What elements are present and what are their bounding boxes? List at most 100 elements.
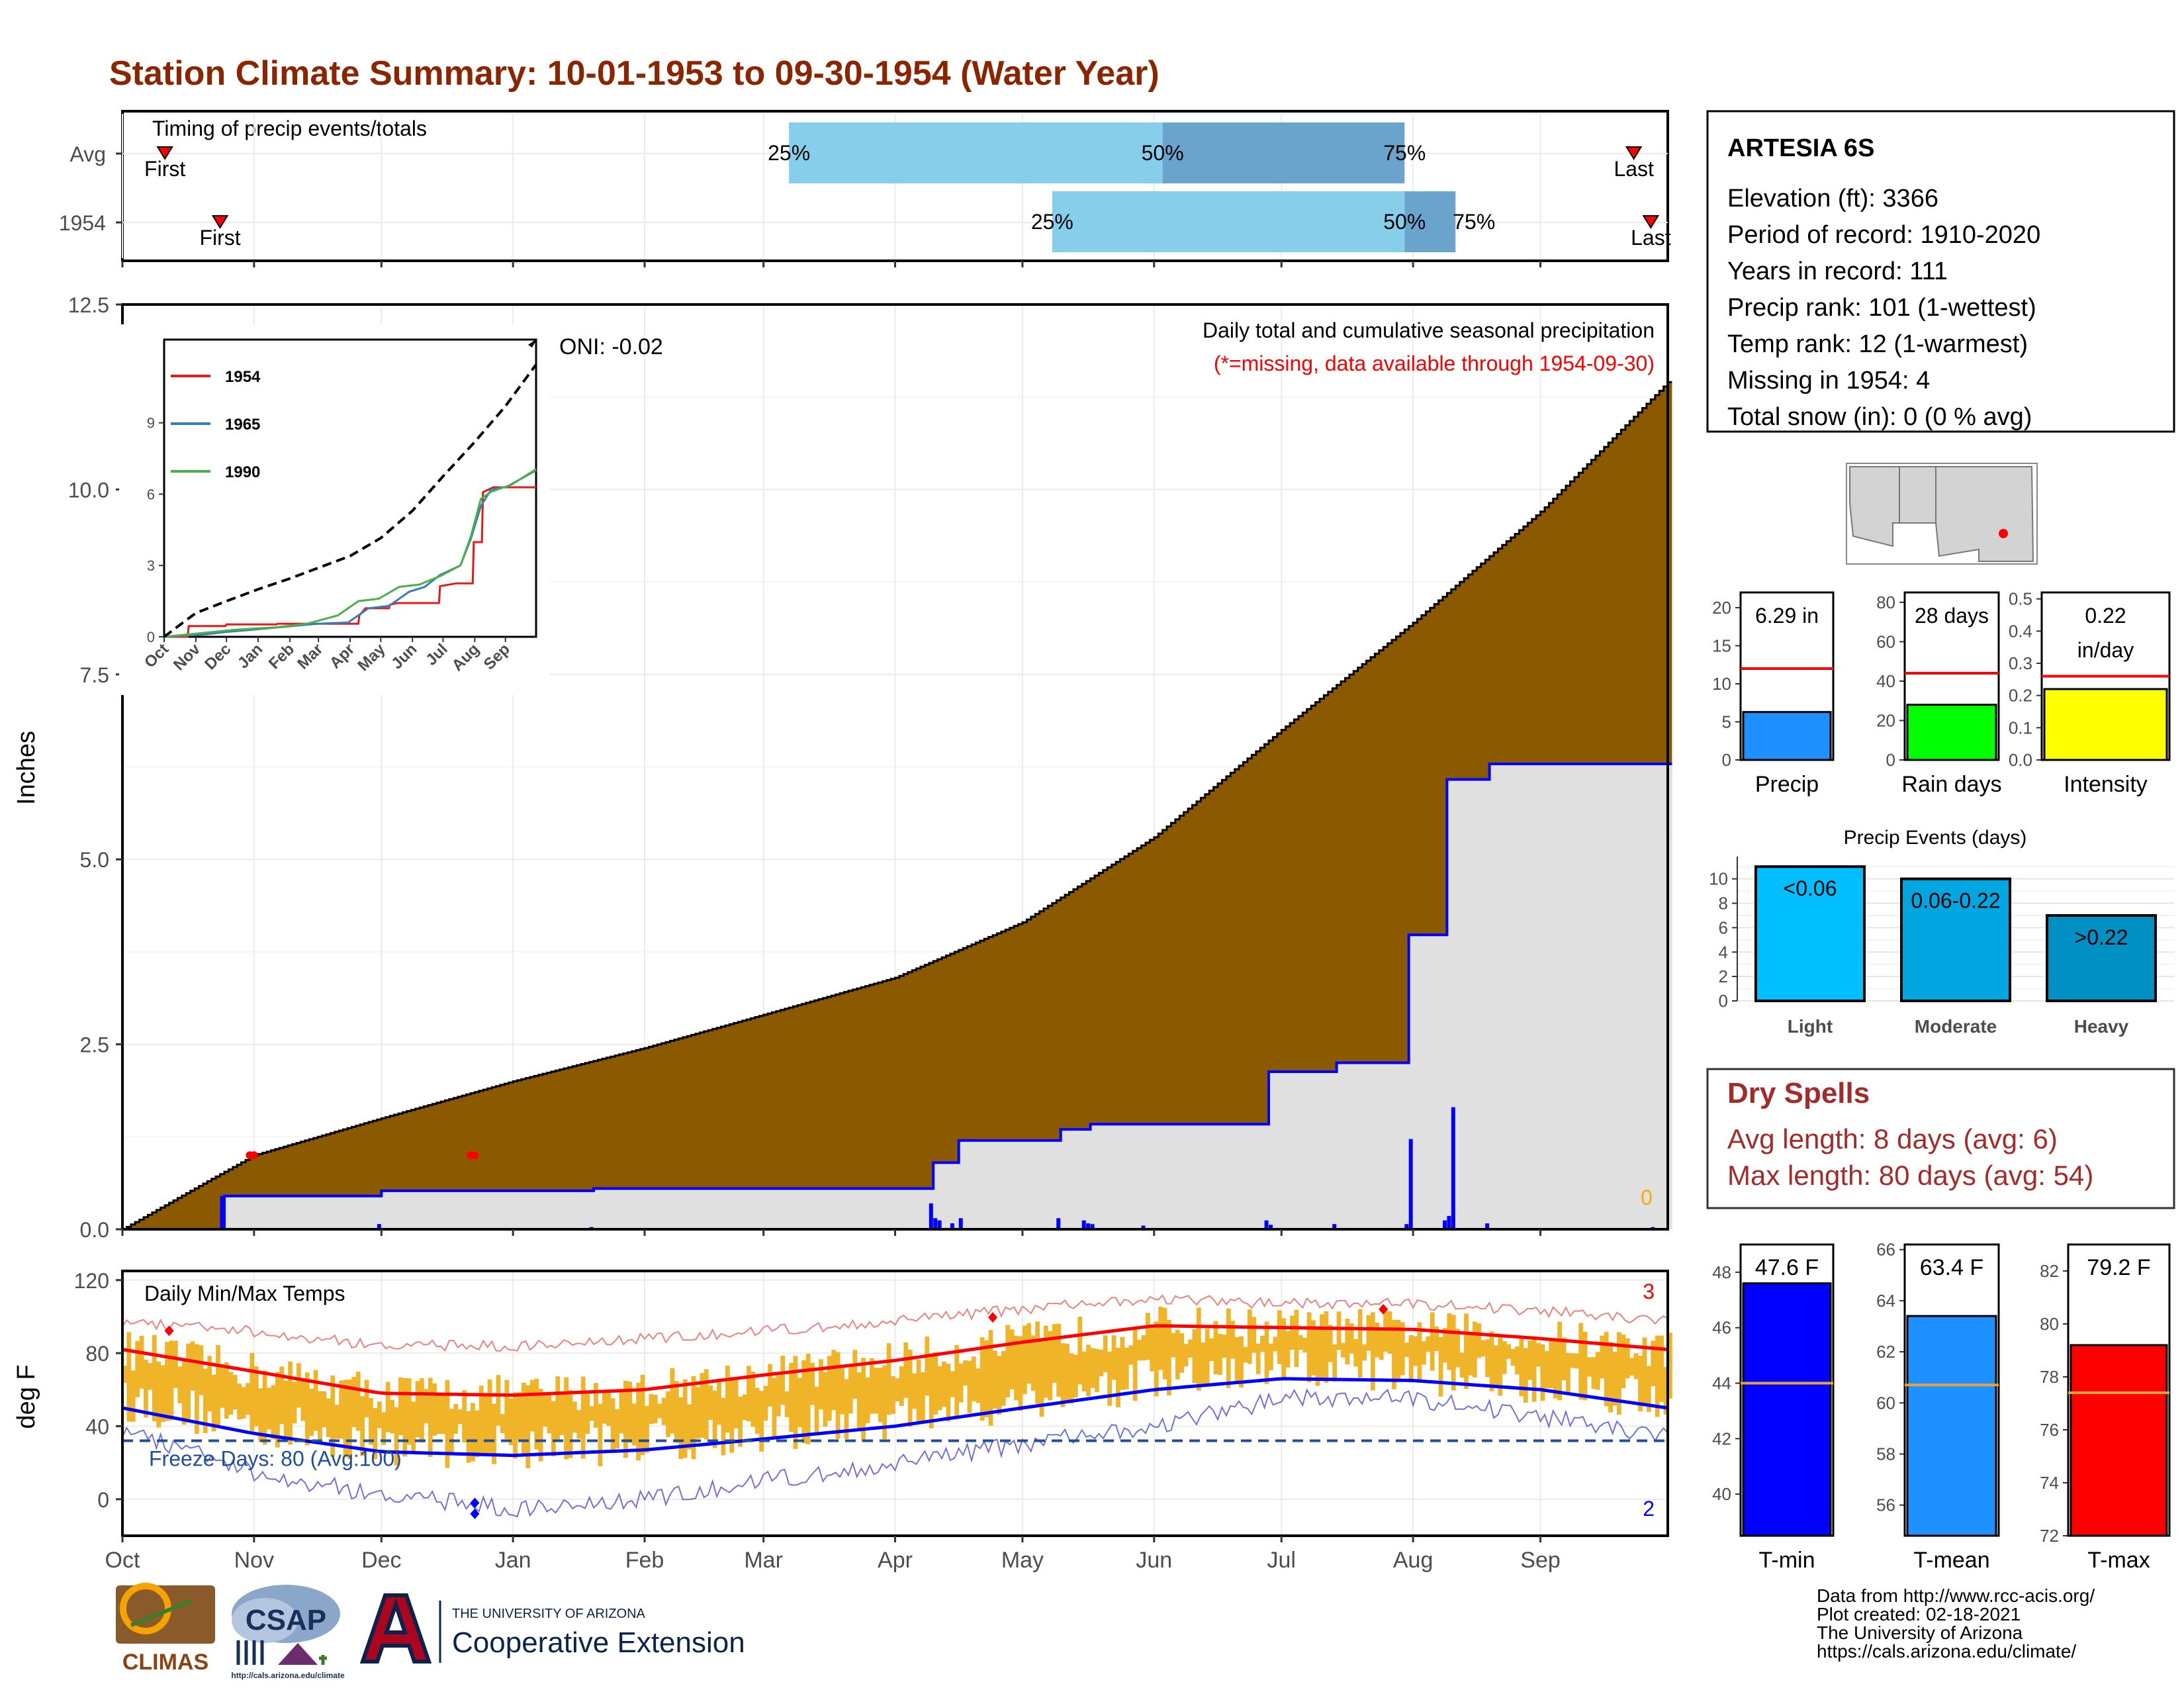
daily-temp-bar [1302,1337,1308,1352]
footer-line4: https://cals.arizona.edu/climate/ [1817,1641,2076,1662]
daily-temp-bar [1570,1353,1575,1368]
events-bar-label: >0.22 [2075,925,2128,949]
csap-logo-text: CSAP [246,1604,326,1636]
daily-precip-bar [1264,1220,1269,1229]
daily-temp-bar [751,1372,756,1427]
daily-temp-bar [946,1364,951,1422]
daily-temp-bar [232,1374,238,1410]
timing-first-marker [156,146,173,160]
daily-temp-bar [211,1374,216,1432]
daily-temp-bar [1290,1315,1295,1350]
daily-temp-bar [1209,1338,1214,1362]
daily-temp-bar [768,1364,772,1407]
inset-y-tick-label: 3 [147,557,155,574]
daily-temp-bar [682,1379,688,1458]
daily-temp-bar [351,1376,357,1427]
station-precip-rank: Precip rank: 101 (1-wettest) [1727,294,2036,322]
daily-precip-bar [1086,1223,1091,1229]
events-y-tick-label: 10 [1709,869,1728,889]
daily-temp-bar [1362,1344,1367,1361]
precip-y-tick-label: 7.5 [80,663,109,687]
daily-temp-bar [148,1363,153,1390]
temp-summary-category-label: T-max [2087,1548,2150,1573]
daily-temp-bar [1421,1341,1426,1365]
inset-legend-label: 1990 [225,463,260,481]
record-low-marker [470,1497,480,1509]
daily-temp-bar [415,1381,420,1438]
daily-temp-bar [657,1403,662,1419]
daily-temp-bar [139,1335,144,1389]
daily-temp-bar [738,1396,743,1447]
footer-line3: The University of Arizona [1817,1622,2023,1643]
month-axis-label: Apr [878,1548,913,1573]
daily-temp-bar [1447,1313,1452,1370]
daily-temp-bar [267,1387,271,1430]
daily-temp-bar [1247,1309,1252,1364]
missing-day-marker [471,1151,479,1160]
daily-temp-bar [589,1406,594,1421]
daily-temp-bar [1544,1351,1549,1389]
daily-temp-bar [1179,1333,1185,1373]
daily-temp-bar [1132,1327,1138,1401]
month-axis-label: Feb [625,1548,664,1573]
daily-temp-bar [1646,1366,1651,1412]
precip-summary-y-tick-label: 0.4 [2009,621,2032,641]
daily-temp-bar [1370,1312,1375,1391]
precip-note-line1: Daily total and cumulative seasonal prec… [1203,318,1655,342]
daily-temp-bar [487,1379,492,1454]
daily-temp-bar [700,1373,705,1438]
daily-temp-bar [819,1359,823,1410]
temp-summary-y-tick-label: 46 [1712,1318,1731,1338]
precip-summary-y-tick-label: 60 [1876,632,1895,651]
daily-temp-bar [1638,1355,1643,1412]
precip-y-tick-label: 10.0 [68,478,109,502]
temp-summary-category-label: T-mean [1913,1548,1989,1573]
daily-temp-bar [1018,1336,1023,1411]
daily-temp-bar [1103,1335,1108,1373]
daily-temp-bar [708,1385,713,1421]
daily-temp-bar [424,1389,429,1424]
timing-bar-50-75 [1162,122,1405,183]
record-min-line [122,1387,1668,1518]
daily-temp-bar [580,1376,586,1459]
daily-precip-bar [950,1223,954,1229]
daily-precip-bar [220,1196,224,1229]
precip-summary-bar-rain-days [1906,704,1997,761]
daily-temp-bar [441,1395,445,1434]
daily-temp-bar [555,1376,561,1440]
timing-last-marker [1625,146,1643,160]
daily-temp-bar [355,1372,361,1431]
timing-last-label: Last [1631,226,1671,250]
daily-temp-bar [1383,1311,1388,1352]
daily-temp-bar [1065,1343,1069,1401]
daily-temp-bar [1218,1333,1222,1375]
events-bar-moderate [1900,877,2011,1003]
daily-temp-bar [1014,1335,1019,1401]
daily-temp-bar [640,1374,645,1456]
daily-temp-bar [937,1366,942,1411]
daily-temp-bar [517,1392,522,1440]
station-temp-rank: Temp rank: 12 (1-warmest) [1727,330,2028,358]
daily-temp-bar [606,1391,612,1427]
temp-summary-y-tick-label: 82 [2040,1261,2059,1281]
daily-temp-bar [823,1372,828,1427]
timing-label-50: 50% [1142,141,1184,165]
daily-temp-bar [246,1383,250,1415]
temp-summary-bars: 40 42 44 46 48 47.6 F T-min 56 58 60 62 64 66 63.4 F T… [1712,1240,2171,1573]
record-max-line [122,1294,1668,1352]
daily-temp-bar [958,1363,964,1403]
footer-line1: Data from http://www.rcc-acis.org/ [1817,1585,2095,1606]
page-title: Station Climate Summary: 10-01-1953 to 0… [109,54,1160,93]
temp-summary-y-tick-label: 78 [2040,1367,2059,1387]
daily-temp-bar [1077,1317,1083,1385]
station-period: Period of record: 1910-2020 [1727,221,2040,249]
temp-summary-y-tick-label: 58 [1876,1444,1895,1464]
temp-summary-y-tick-label: 56 [1876,1495,1895,1515]
daily-temp-bar [1281,1318,1287,1380]
daily-temp-bar [471,1403,475,1462]
record-high-count: 3 [1643,1280,1655,1303]
daily-temp-bar [1137,1340,1142,1361]
inset-series-avg [163,363,537,638]
daily-temp-bar [1659,1335,1664,1402]
daily-temp-bar [831,1350,837,1411]
